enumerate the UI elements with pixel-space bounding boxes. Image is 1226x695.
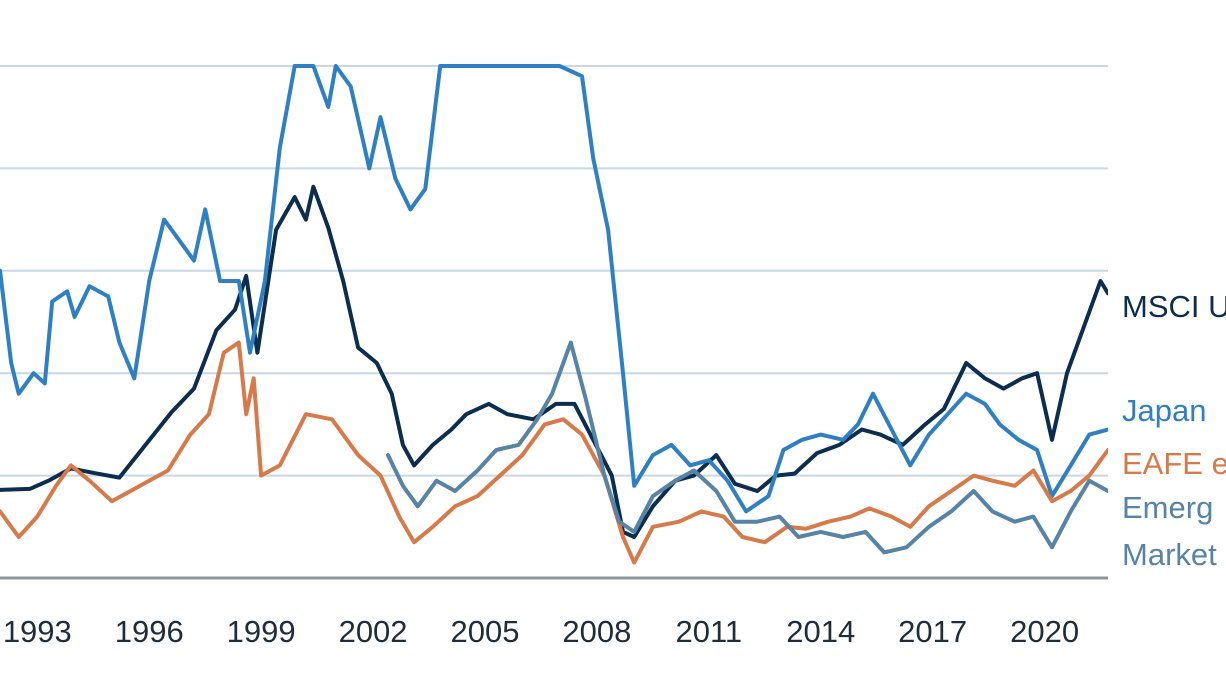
gridlines xyxy=(0,65,1108,477)
x-tick-label-1999: 1999 xyxy=(227,614,296,649)
x-tick-label-2020: 2020 xyxy=(1010,614,1079,649)
x-tick-labels: 1993 1996 1999 2002 2005 2008 2011 2014 2017 2020 xyxy=(3,614,1079,649)
series-label-1: MSCI U xyxy=(1122,289,1226,324)
x-tick-label-2011: 2011 xyxy=(675,614,742,649)
x-tick-label-1996: 1996 xyxy=(115,614,184,649)
series-lines xyxy=(0,64,1108,565)
series-line-1 xyxy=(0,184,1108,539)
x-tick-label-2002: 2002 xyxy=(339,614,408,649)
series-label-4-cont: Market xyxy=(1122,537,1217,572)
x-tick-label-2005: 2005 xyxy=(450,614,519,649)
x-tick-label-2017: 2017 xyxy=(898,614,967,649)
series-label-4: Emerg xyxy=(1122,490,1213,525)
series-line-3 xyxy=(0,340,1108,565)
x-tick-label-1993: 1993 xyxy=(3,614,72,649)
series-label-2: Japan xyxy=(1122,393,1206,428)
series-labels: MSCI U Japan EAFE e Emerg Market xyxy=(1122,289,1226,572)
x-tick-label-2008: 2008 xyxy=(562,614,631,649)
x-tick-label-2014: 2014 xyxy=(786,614,855,649)
series-line-2 xyxy=(0,64,1108,514)
series-line-4 xyxy=(386,340,1108,555)
series-label-3: EAFE e xyxy=(1122,446,1226,481)
